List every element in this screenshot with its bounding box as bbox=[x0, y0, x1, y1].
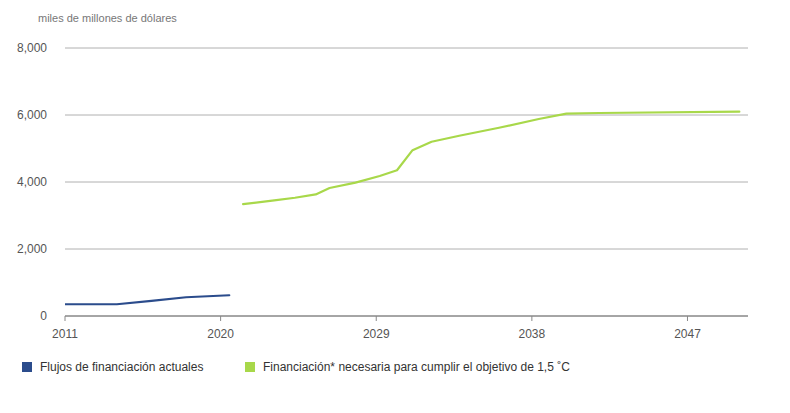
grid-line bbox=[65, 316, 748, 317]
grid-line bbox=[65, 115, 748, 116]
x-tick bbox=[65, 316, 66, 321]
grid-line bbox=[65, 48, 748, 49]
x-tick-label: 2029 bbox=[363, 327, 390, 341]
x-tick-label: 2047 bbox=[674, 327, 701, 341]
y-tick-label: 2,000 bbox=[17, 242, 47, 256]
plot-area bbox=[65, 112, 739, 305]
y-tick-label: 8,000 bbox=[17, 41, 47, 55]
y-tick-label: 6,000 bbox=[17, 108, 47, 122]
x-tick bbox=[220, 316, 221, 321]
legend-swatch bbox=[22, 362, 32, 372]
x-axis-line bbox=[65, 316, 748, 317]
legend-label: Financiación* necesaria para cumplir el … bbox=[263, 360, 570, 374]
x-tick-label: 2038 bbox=[519, 327, 546, 341]
x-tick bbox=[376, 316, 377, 321]
y-tick-label: 4,000 bbox=[17, 175, 47, 189]
legend-label: Flujos de financiación actuales bbox=[40, 360, 203, 374]
grid-line bbox=[65, 182, 748, 183]
grid-line bbox=[65, 249, 748, 250]
x-tick-label: 2011 bbox=[52, 327, 78, 341]
x-tick bbox=[531, 316, 532, 321]
legend-swatch bbox=[245, 362, 255, 372]
y-tick-label: 0 bbox=[40, 309, 47, 323]
x-tick bbox=[687, 316, 688, 321]
series-line bbox=[65, 295, 229, 304]
chart: miles de millones de dólares 0 2,000 4,000 6… bbox=[0, 0, 790, 413]
x-tick-label: 2020 bbox=[207, 327, 234, 341]
y-axis-label: miles de millones de dólares bbox=[38, 12, 177, 24]
series-line bbox=[243, 112, 739, 204]
